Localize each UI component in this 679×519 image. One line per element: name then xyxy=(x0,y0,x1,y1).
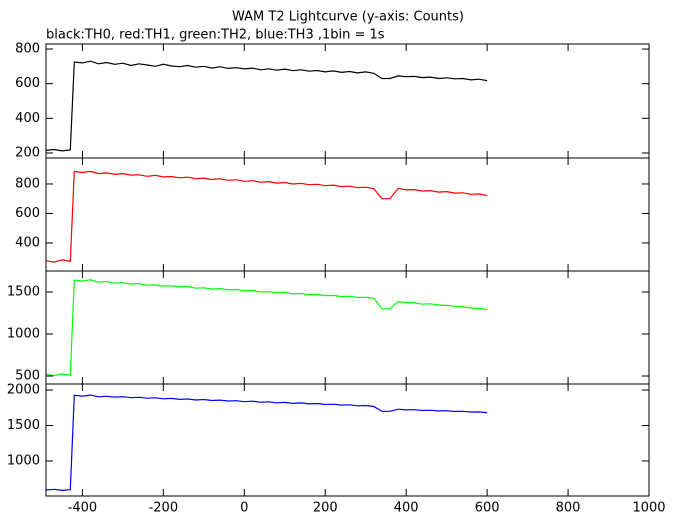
light-curve xyxy=(45,394,488,492)
x-tick-label: 200 xyxy=(313,501,338,516)
x-tick-label: 400 xyxy=(394,501,419,516)
y-tick-label: 400 xyxy=(15,235,40,250)
panel-frame xyxy=(45,270,650,385)
y-tick-label: 600 xyxy=(15,76,40,91)
y-tick-label: 1500 xyxy=(7,418,40,433)
panel-frame xyxy=(45,383,650,497)
y-tick-label: 2000 xyxy=(7,383,40,398)
light-curve xyxy=(45,170,488,263)
y-tick-label: 500 xyxy=(15,369,40,384)
light-curve xyxy=(45,60,488,152)
light-curve xyxy=(45,279,488,377)
y-tick-label: 800 xyxy=(15,42,40,57)
x-tick-label: 600 xyxy=(475,501,500,516)
x-tick-label: 800 xyxy=(556,501,581,516)
x-tick-label: -200 xyxy=(149,501,179,516)
panel-frame xyxy=(45,43,650,159)
y-tick-label: 1000 xyxy=(7,453,40,468)
y-tick-label: 800 xyxy=(15,176,40,191)
y-tick-label: 400 xyxy=(15,111,40,126)
y-tick-label: 1000 xyxy=(7,327,40,342)
y-tick-label: 1500 xyxy=(7,285,40,300)
x-tick-label: -400 xyxy=(68,501,98,516)
y-tick-label: 200 xyxy=(15,145,40,160)
chart-title: WAM T2 Lightcurve (y-axis: Counts) xyxy=(232,10,464,25)
x-tick-label: 1000 xyxy=(632,501,665,516)
x-tick-label: 0 xyxy=(240,501,248,516)
y-tick-label: 600 xyxy=(15,206,40,221)
chart-subtitle: black:TH0, red:TH1, green:TH2, blue:TH3 … xyxy=(46,28,385,43)
